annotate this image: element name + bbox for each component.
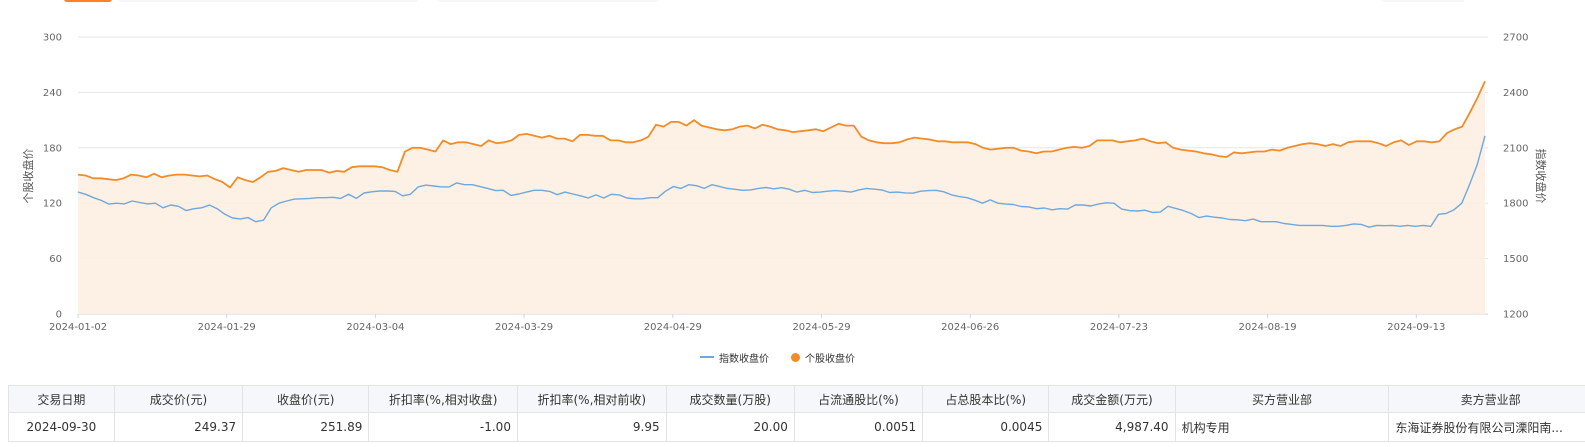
tab-pill[interactable] (437, 0, 659, 2)
col-header-date[interactable]: 交易日期 (8, 385, 115, 413)
series-line-index-close (77, 135, 1486, 228)
cell-amount: 4,987.40 (1048, 412, 1176, 442)
x-tick-label: 2024-04-29 (644, 322, 702, 333)
x-tick-label: 2024-09-13 (1387, 322, 1445, 333)
x-tick-label: 2024-05-29 (792, 322, 850, 333)
y-left-axis-title: 个股收盘价 (21, 149, 35, 204)
y-right-tick-label: 1200 (1503, 310, 1528, 321)
y-right-tick-label: 2100 (1503, 143, 1528, 154)
cell-deal-price: 249.37 (113, 412, 244, 442)
y-left-tick-label: 300 (43, 33, 62, 44)
table-row: 2024-09-30 249.37 251.89 -1.00 9.95 20.0… (8, 412, 1585, 442)
cell-float-ratio: 0.0051 (793, 412, 924, 442)
cell-buyer[interactable]: 机构专用 (1174, 412, 1390, 442)
legend-label-stock: 个股收盘价 (805, 353, 855, 365)
col-header-seller[interactable]: 卖方营业部 (1388, 385, 1585, 413)
x-tick-label: 2024-07-23 (1090, 322, 1148, 333)
tab-pill[interactable] (1381, 0, 1465, 2)
x-tick-label: 2024-03-04 (346, 322, 404, 333)
y-left-tick-label: 60 (49, 254, 62, 265)
cell-date: 2024-09-30 (8, 412, 115, 442)
x-axis-ticks: 2024-01-02 2024-01-29 2024-03-04 2024-03-29… (49, 314, 1445, 333)
y-right-tick-label: 1800 (1503, 199, 1528, 210)
x-tick-label: 2024-01-29 (198, 322, 256, 333)
col-header-deal-price[interactable]: 成交价(元) (113, 385, 244, 413)
y-left-tick-label: 120 (43, 199, 62, 210)
cell-close-price: 251.89 (242, 412, 370, 442)
col-header-float-ratio[interactable]: 占流通股比(%) (793, 385, 924, 413)
stock-area-layer (78, 81, 1485, 314)
x-tick-label: 2024-03-29 (495, 322, 553, 333)
cell-total-ratio: 0.0045 (922, 412, 1050, 442)
cell-discount-prev: 9.95 (516, 412, 667, 442)
top-tab-strip (0, 0, 1585, 8)
cell-volume: 20.00 (665, 412, 795, 442)
y-right-axis-ticks: 1200 1500 1800 2100 2400 2700 (1503, 33, 1528, 321)
y-left-tick-label: 180 (43, 143, 62, 154)
legend-item-index[interactable]: 指数收盘价 (700, 350, 769, 365)
block-trade-table: 交易日期 成交价(元) 收盘价(元) 折扣率(%,相对收盘) 折扣率(%,相对前… (8, 385, 1585, 442)
col-header-amount[interactable]: 成交金额(万元) (1048, 385, 1176, 413)
y-left-tick-label: 0 (56, 310, 62, 321)
col-header-total-ratio[interactable]: 占总股本比(%) (922, 385, 1050, 413)
cell-discount-close: -1.00 (368, 412, 518, 442)
chart-legend: 指数收盘价 个股收盘价 (700, 350, 877, 365)
price-chart: 0 60 120 180 240 300 1200 1500 1800 2100 2400 2700… (21, 33, 1548, 334)
series-area-stock-close (78, 81, 1485, 314)
y-right-tick-label: 2700 (1503, 33, 1528, 44)
y-right-tick-label: 1500 (1503, 254, 1528, 265)
cell-seller[interactable]: 东海证券股份有限公司溧阳南... (1388, 412, 1585, 442)
legend-dot-icon (791, 352, 800, 362)
col-header-discount-prev[interactable]: 折扣率(%,相对前收) (516, 385, 667, 413)
series-line-stock-close (77, 80, 1486, 189)
y-left-tick-label: 240 (43, 88, 62, 99)
active-tab-indicator[interactable] (64, 0, 112, 2)
legend-label-index: 指数收盘价 (719, 353, 769, 365)
y-right-axis-title: 指数收盘价 (1534, 149, 1548, 204)
table-header-row: 交易日期 成交价(元) 收盘价(元) 折扣率(%,相对收盘) 折扣率(%,相对前… (8, 385, 1585, 413)
x-tick-label: 2024-01-02 (49, 322, 107, 333)
chart-lines (77, 80, 1486, 228)
legend-item-stock[interactable]: 个股收盘价 (791, 350, 855, 365)
y-left-axis-ticks: 0 60 120 180 240 300 (43, 33, 62, 321)
x-tick-label: 2024-06-26 (941, 322, 999, 333)
col-header-buyer[interactable]: 买方营业部 (1174, 385, 1390, 413)
col-header-discount-close[interactable]: 折扣率(%,相对收盘) (368, 385, 518, 413)
x-tick-label: 2024-08-19 (1239, 322, 1297, 333)
col-header-close-price[interactable]: 收盘价(元) (242, 385, 370, 413)
legend-line-icon (700, 356, 714, 358)
col-header-volume[interactable]: 成交数量(万股) (665, 385, 795, 413)
tab-pill[interactable] (118, 0, 418, 2)
y-right-tick-label: 2400 (1503, 88, 1528, 99)
